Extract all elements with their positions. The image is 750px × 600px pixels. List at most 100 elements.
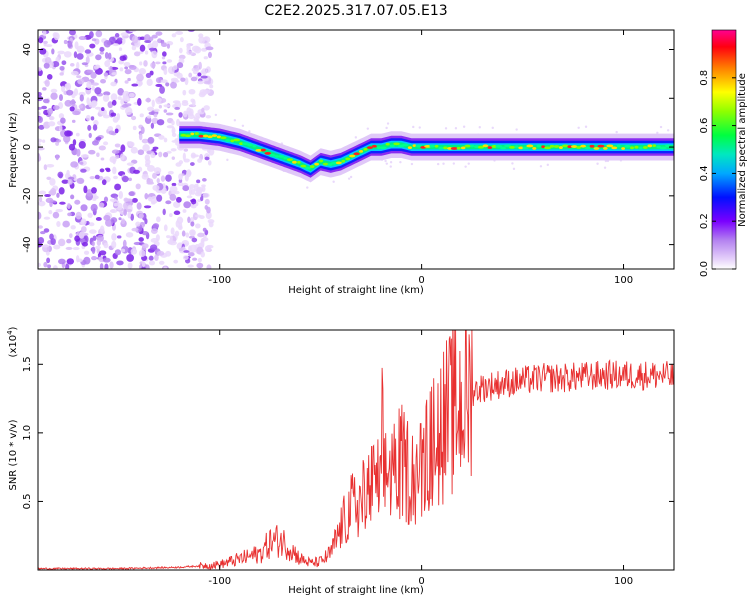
- noise-blob: [120, 98, 125, 105]
- noise-blob: [169, 213, 173, 218]
- noise-blob: [183, 250, 190, 253]
- spectrogram-axes: -100 0 100 -40 -20 0 20 40: [22, 30, 674, 286]
- noise-blob: [178, 160, 184, 165]
- noise-blob: [141, 261, 146, 268]
- noise-blob: [70, 225, 76, 230]
- ridge-hotspot: [230, 139, 235, 143]
- noise-blob: [101, 107, 105, 112]
- noise-speck: [577, 126, 580, 129]
- noise-blob: [53, 32, 60, 41]
- noise-blob: [167, 170, 174, 175]
- noise-blob: [48, 115, 55, 121]
- noise-blob: [153, 167, 162, 175]
- noise-blob: [193, 65, 198, 69]
- ridge-hotspot: [322, 162, 329, 166]
- snr-multiplier: (x104): [6, 326, 19, 357]
- noise-blob: [58, 238, 66, 247]
- ridge-hotspot: [593, 147, 600, 150]
- ridge-hotspot: [606, 144, 614, 148]
- noise-blob: [190, 198, 197, 205]
- noise-blob: [119, 153, 125, 161]
- noise-blob: [183, 201, 191, 209]
- ridge-hotspot: [314, 162, 320, 166]
- noise-blob: [151, 117, 159, 124]
- noise-blob: [43, 228, 50, 233]
- ridge-hotspot: [292, 160, 297, 164]
- noise-blob: [125, 107, 133, 116]
- noise-speck: [491, 126, 494, 130]
- ridge-hotspot: [393, 142, 400, 146]
- noise-blob: [204, 198, 210, 205]
- figure-title: C2E2.2025.317.07.05.E13: [264, 3, 447, 19]
- noise-blob: [140, 126, 145, 135]
- noise-speck: [207, 154, 210, 158]
- noise-blob: [162, 208, 166, 216]
- noise-blob: [170, 227, 175, 235]
- ridge-hotspot: [634, 145, 639, 149]
- noise-blob: [146, 181, 155, 185]
- noise-blob: [98, 250, 107, 256]
- noise-blob: [174, 106, 181, 110]
- noise-blob: [95, 217, 102, 221]
- noise-speck: [656, 131, 659, 135]
- noise-blob: [196, 262, 204, 269]
- noise-blob: [104, 263, 109, 269]
- noise-blob: [111, 149, 120, 154]
- noise-blob: [133, 169, 140, 174]
- noise-blob: [205, 46, 214, 51]
- ridge-hotspot: [260, 148, 266, 152]
- noise-blob: [190, 162, 195, 166]
- ridge-hotspot: [474, 145, 480, 149]
- noise-blob: [190, 221, 195, 227]
- noise-blob: [145, 158, 151, 166]
- noise-speck: [436, 162, 440, 166]
- noise-blob: [76, 45, 85, 54]
- noise-blob: [94, 67, 103, 75]
- ridge-hotspot: [504, 144, 512, 148]
- noise-blob: [42, 30, 47, 37]
- noise-blob: [45, 197, 54, 204]
- noise-blob: [181, 101, 189, 106]
- noise-blob: [190, 230, 195, 237]
- noise-blob: [145, 97, 152, 103]
- ridge-hotspot: [630, 146, 634, 150]
- ridge-hotspot: [665, 144, 671, 148]
- noise-blob: [91, 140, 99, 146]
- noise-blob: [130, 213, 135, 221]
- noise-blob: [155, 61, 161, 65]
- noise-blob: [66, 202, 71, 210]
- noise-blob: [151, 34, 158, 39]
- noise-speck: [659, 125, 663, 129]
- noise-blob: [141, 230, 149, 236]
- noise-blob: [136, 73, 144, 82]
- noise-blob: [69, 233, 73, 239]
- noise-blob: [53, 244, 61, 250]
- noise-blob: [192, 257, 198, 261]
- noise-blob: [155, 97, 162, 103]
- noise-blob: [72, 139, 77, 146]
- noise-blob: [84, 49, 92, 54]
- noise-blob: [117, 88, 124, 96]
- noise-blob: [74, 41, 79, 50]
- noise-blob: [197, 158, 203, 163]
- noise-blob: [176, 118, 180, 127]
- noise-blob: [95, 245, 102, 250]
- noise-blob: [55, 154, 59, 161]
- snr-ylabel: SNR (10 * v/v): [8, 419, 19, 490]
- noise-blob: [163, 224, 168, 232]
- noise-speck: [666, 129, 670, 132]
- ridge-hotspot: [198, 134, 204, 138]
- noise-blob: [187, 264, 194, 268]
- colorbar-label: Normalized spectral amplitude: [737, 73, 748, 227]
- noise-blob: [56, 139, 62, 143]
- noise-blob: [198, 61, 202, 70]
- noise-blob: [201, 185, 206, 192]
- noise-speck: [226, 158, 229, 162]
- noise-blob: [144, 218, 148, 225]
- noise-speck: [511, 162, 514, 165]
- noise-speck: [233, 119, 237, 122]
- noise-blob: [73, 51, 78, 59]
- spectrogram-xtick-label: 100: [614, 275, 633, 286]
- noise-speck: [603, 166, 607, 169]
- noise-blob: [66, 238, 72, 244]
